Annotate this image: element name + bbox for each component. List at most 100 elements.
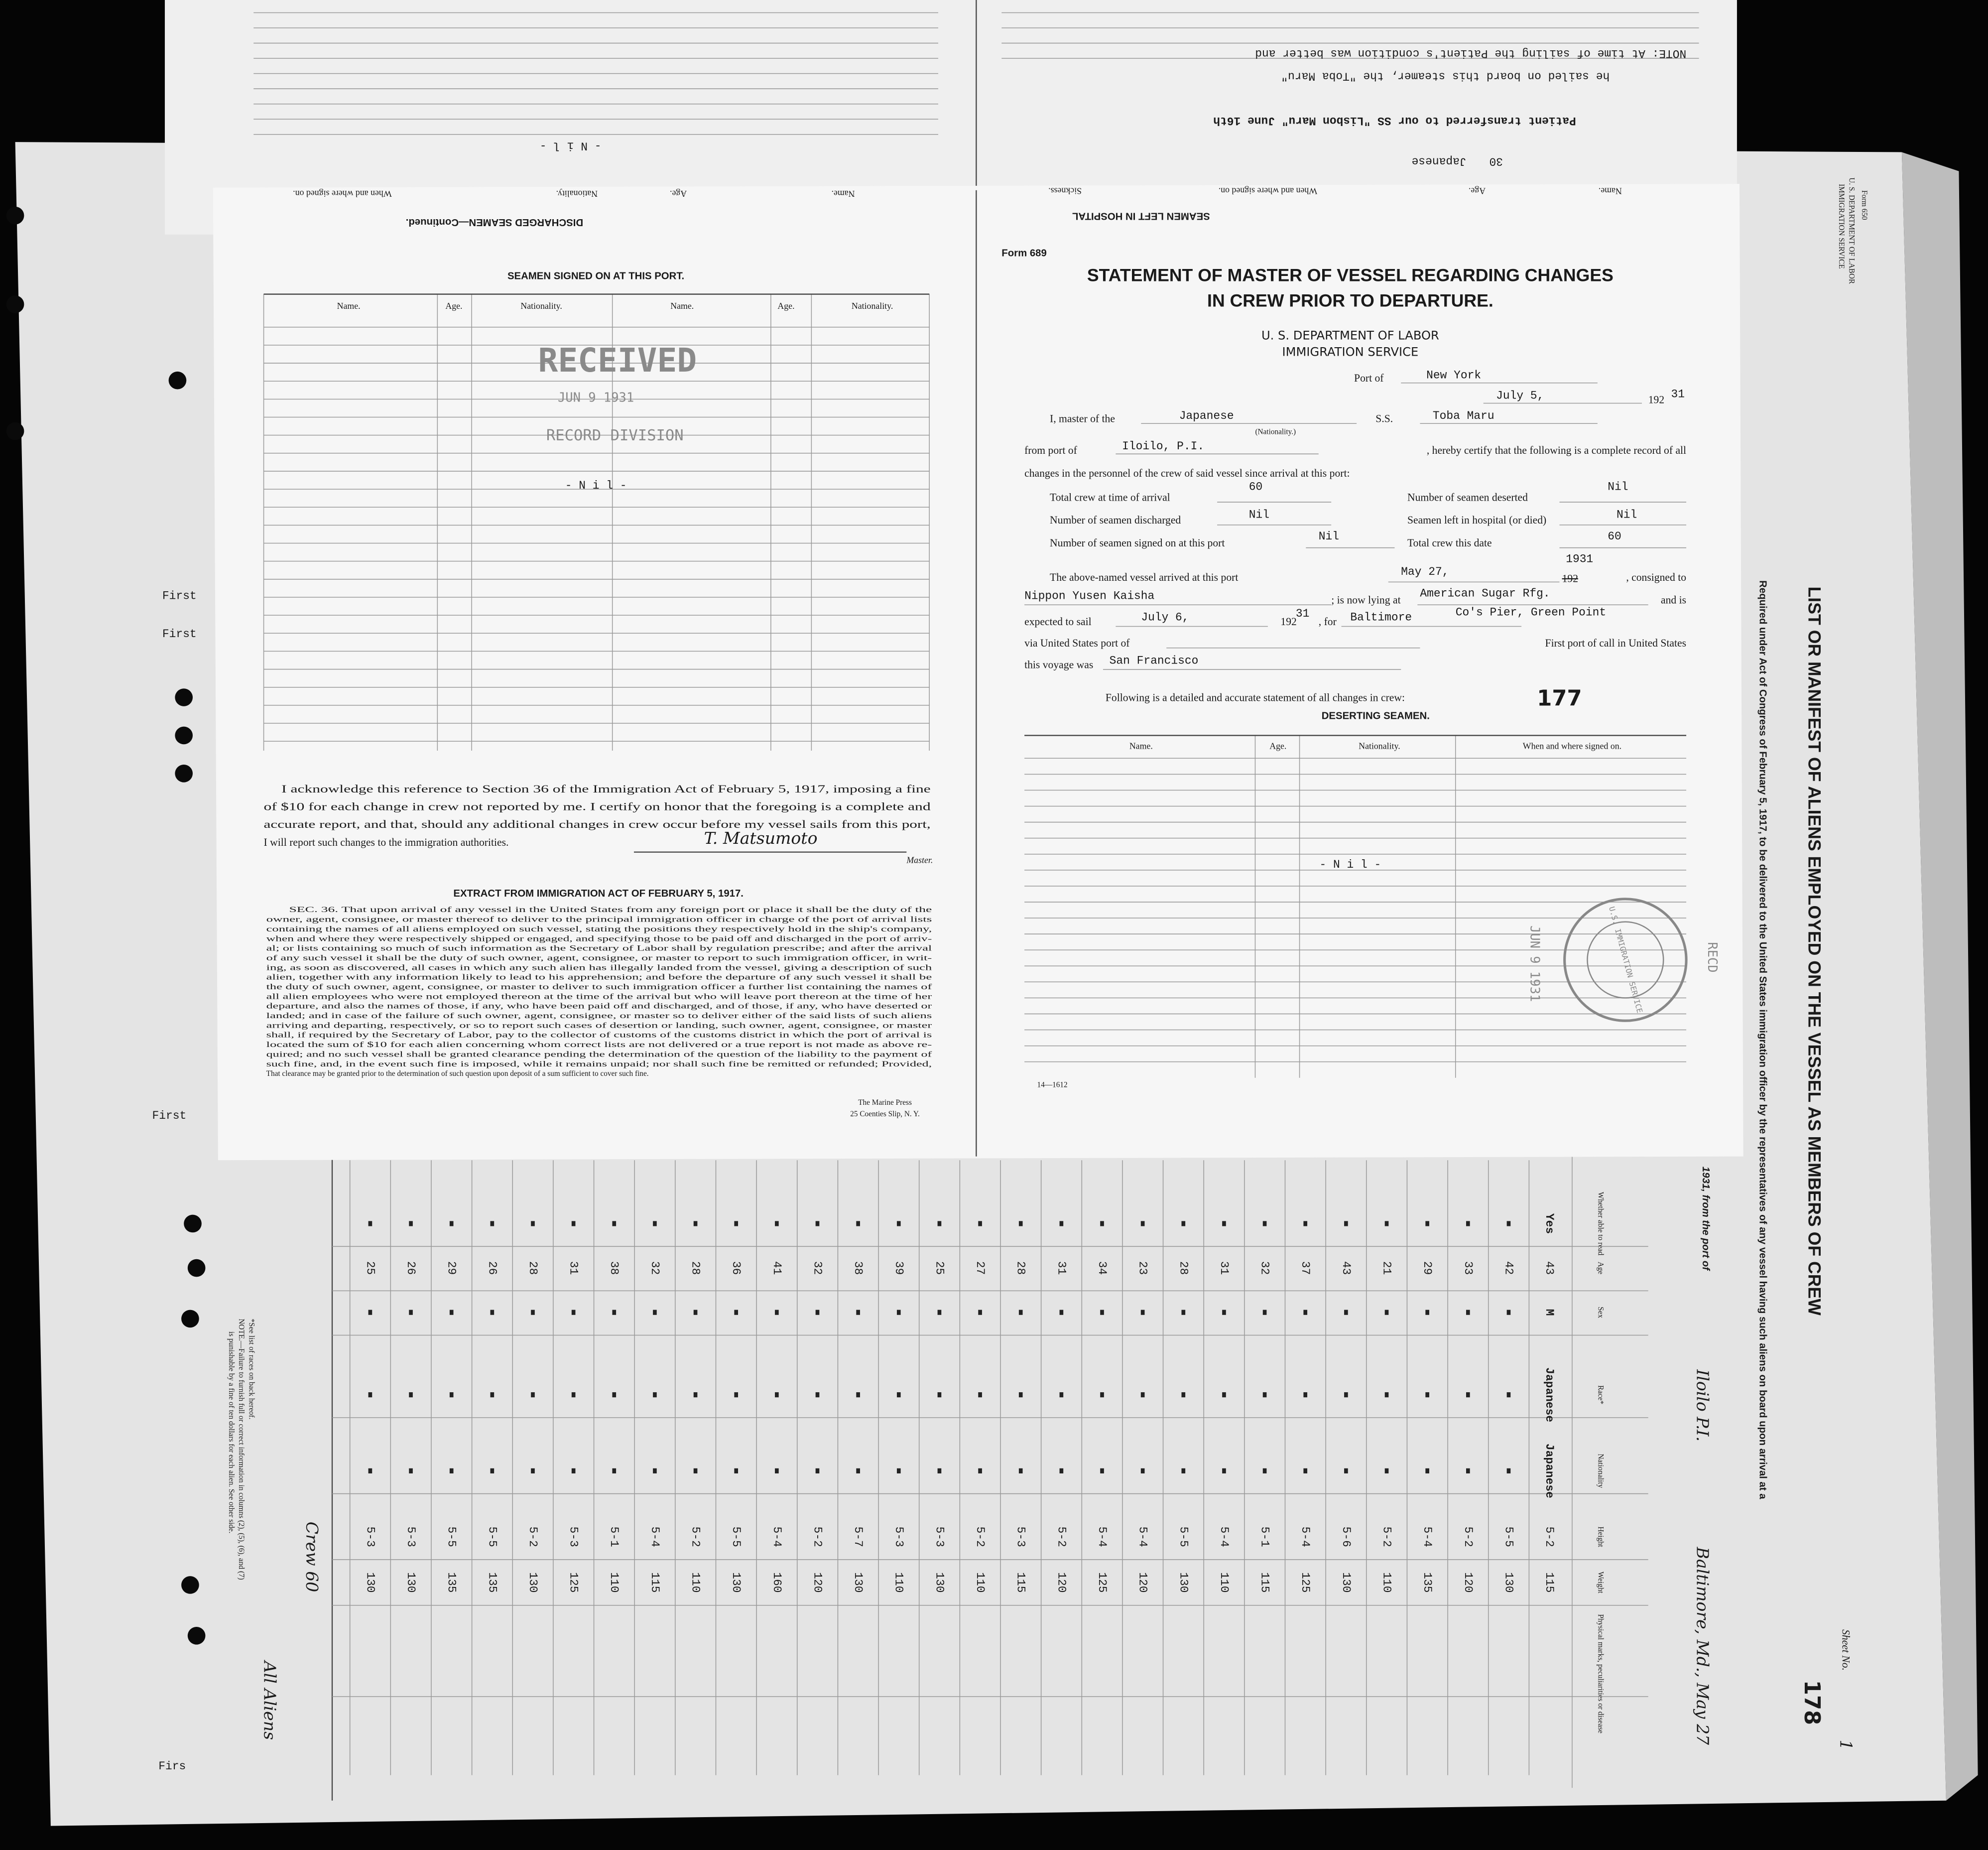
extract-line: al; or lists containing so much of such … bbox=[266, 944, 932, 953]
ditto-mark bbox=[1344, 1392, 1348, 1398]
ditto-mark bbox=[1466, 1392, 1470, 1398]
printer: 25 Coenties Slip, N. Y. bbox=[850, 1110, 920, 1118]
sheet: 1 bbox=[1836, 1740, 1856, 1750]
ditto-mark bbox=[1425, 1221, 1429, 1226]
ditto-mark bbox=[775, 1468, 779, 1473]
ditto-mark bbox=[1303, 1310, 1308, 1315]
height: 5-3 bbox=[364, 1527, 376, 1547]
ditto-mark bbox=[1018, 1310, 1023, 1315]
ditto-mark bbox=[409, 1392, 413, 1398]
hole bbox=[6, 206, 24, 225]
ditto-mark bbox=[937, 1468, 942, 1473]
department: U. S. DEPARTMENT OF LABOR bbox=[1261, 329, 1439, 343]
weight: 115 bbox=[1258, 1572, 1271, 1592]
ditto-mark bbox=[1140, 1221, 1145, 1226]
hole bbox=[168, 371, 187, 390]
column-header: Sex bbox=[1596, 1307, 1605, 1318]
ditto-mark bbox=[490, 1468, 495, 1473]
column-header: Whether able to read bbox=[1596, 1192, 1605, 1256]
weight: 130 bbox=[1502, 1572, 1515, 1592]
weight: 130 bbox=[852, 1572, 865, 1592]
column-header: Sickness. bbox=[1048, 186, 1082, 196]
height: 5-4 bbox=[1421, 1527, 1434, 1547]
age: 42 bbox=[1502, 1261, 1515, 1275]
age: 31 bbox=[1218, 1261, 1231, 1275]
ditto-mark bbox=[409, 1468, 413, 1473]
height: 5-5 bbox=[486, 1527, 498, 1547]
ditto-mark bbox=[612, 1221, 617, 1226]
stamp: JUN 9 1931 bbox=[1527, 925, 1542, 1002]
column-header: Age. bbox=[1469, 186, 1486, 196]
acknowledgment-line: I will report such changes to the immigr… bbox=[264, 836, 509, 848]
ditto-mark bbox=[1100, 1310, 1104, 1315]
weight: 160 bbox=[770, 1572, 783, 1592]
ditto-mark bbox=[449, 1310, 454, 1315]
weight: 115 bbox=[648, 1572, 661, 1592]
acknowledgment: I acknowledge this reference to Section … bbox=[264, 783, 931, 848]
field: San Francisco bbox=[1110, 654, 1199, 667]
ditto-mark bbox=[1466, 1468, 1470, 1473]
weight: 130 bbox=[1340, 1572, 1353, 1592]
label: expected to sail bbox=[1024, 616, 1092, 628]
ditto-mark bbox=[775, 1310, 779, 1315]
printer: The Marine Press bbox=[858, 1098, 912, 1107]
nil: - N i l - bbox=[540, 139, 602, 152]
field: American Sugar Rfg. bbox=[1420, 587, 1550, 600]
field: Toba Maru bbox=[1433, 409, 1494, 422]
hole bbox=[6, 295, 24, 313]
weight: 135 bbox=[1421, 1572, 1434, 1592]
ditto-mark bbox=[775, 1392, 779, 1398]
handwritten: Crew 60 bbox=[302, 1522, 322, 1592]
label: Total crew at time of arrival bbox=[1050, 491, 1170, 503]
field: 60 bbox=[1608, 530, 1621, 543]
age: 39 bbox=[892, 1261, 905, 1275]
ditto-mark bbox=[734, 1468, 739, 1473]
extract-line: departure, and also the names of those, … bbox=[266, 1002, 932, 1011]
left-label: First bbox=[162, 628, 197, 641]
field: Co's Pier, Green Point bbox=[1456, 606, 1606, 619]
ditto-mark bbox=[896, 1392, 901, 1398]
age: 27 bbox=[974, 1261, 987, 1275]
extract-line: the duty of such owner, agent, consignee… bbox=[266, 983, 933, 991]
ditto-mark bbox=[693, 1310, 698, 1315]
column-header: Age. bbox=[445, 301, 462, 311]
ditto-mark bbox=[1181, 1221, 1186, 1226]
ditto-mark bbox=[1425, 1310, 1429, 1315]
age: 43 bbox=[1543, 1261, 1556, 1275]
entry: Japanese bbox=[1412, 154, 1467, 167]
handwritten: Baltimore, Md., May 27 bbox=[1693, 1547, 1713, 1745]
column-header: When and where signed on. bbox=[1523, 741, 1621, 751]
column-header: When and where signed on. bbox=[293, 189, 391, 199]
age: 38 bbox=[852, 1261, 865, 1275]
ditto-mark bbox=[1059, 1310, 1064, 1315]
ditto-mark bbox=[1506, 1221, 1511, 1226]
label: , hereby certify that the following is a… bbox=[1427, 444, 1686, 456]
column-header: Name. bbox=[1129, 741, 1153, 751]
weight: 130 bbox=[404, 1572, 417, 1592]
weight: 110 bbox=[689, 1572, 702, 1592]
ditto-mark bbox=[815, 1310, 820, 1315]
age: 29 bbox=[445, 1261, 458, 1275]
ditto-mark bbox=[815, 1221, 820, 1226]
ditto-mark bbox=[734, 1392, 739, 1398]
height: 5-2 bbox=[689, 1527, 702, 1547]
footnote: NOTE.—Failure to furnish full or correct… bbox=[237, 1319, 246, 1580]
ditto-mark bbox=[612, 1468, 617, 1473]
label: 192 bbox=[1280, 616, 1296, 628]
entry: 30 bbox=[1489, 154, 1503, 167]
extract-line: That clearance may be granted prior to t… bbox=[266, 1069, 649, 1078]
field: Baltimore bbox=[1350, 611, 1412, 624]
manifest-title: LIST OR MANIFEST OF ALIENS EMPLOYED ON T… bbox=[1804, 587, 1824, 1316]
field: Nil bbox=[1319, 530, 1339, 543]
ditto-mark bbox=[368, 1221, 373, 1226]
column-header: When and where signed on. bbox=[1219, 186, 1317, 196]
weight: 130 bbox=[730, 1572, 743, 1592]
extract-line: of any such vessel it shall be the duty … bbox=[266, 954, 932, 962]
heading: SEAMEN LEFT IN HOSPITAL bbox=[1072, 210, 1210, 221]
acknowledgment-line: of $10 for each change in crew not repor… bbox=[264, 801, 931, 813]
ditto-mark bbox=[937, 1221, 942, 1226]
extract: SEC. 36. That upon arrival of any vessel… bbox=[266, 906, 933, 1078]
label: First port of call in United States bbox=[1545, 637, 1687, 649]
ditto-mark bbox=[1344, 1310, 1348, 1315]
